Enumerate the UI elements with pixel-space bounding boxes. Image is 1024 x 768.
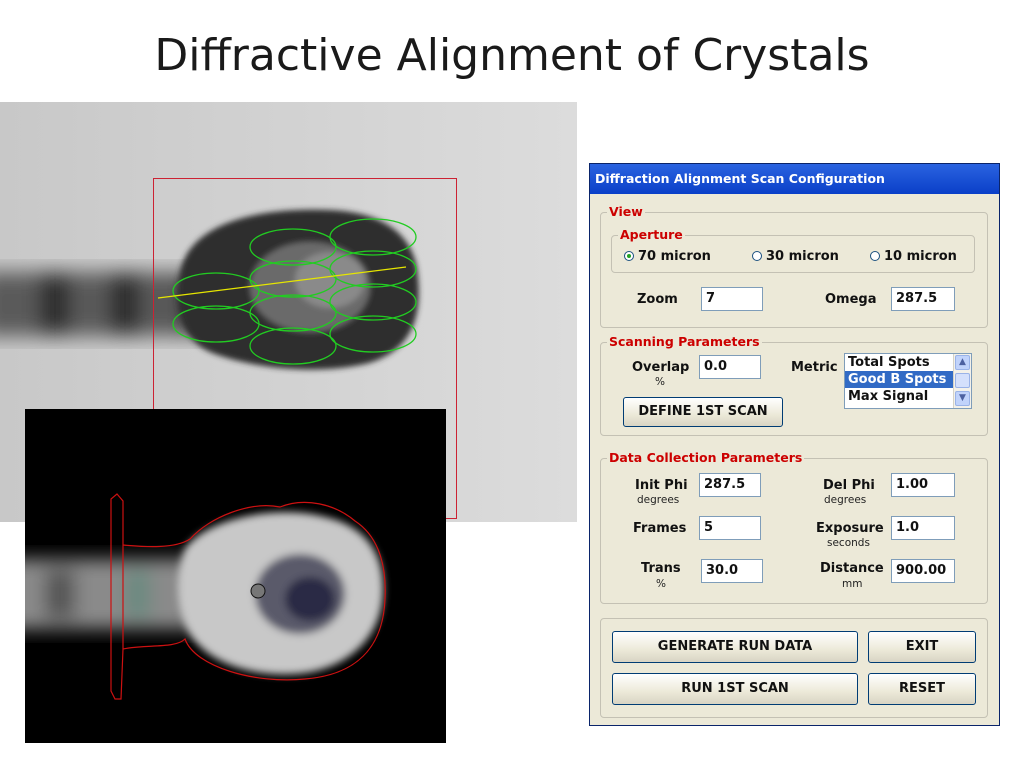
metric-option[interactable]: Total Spots — [848, 355, 930, 370]
metric-label: Metric — [791, 360, 838, 375]
zoom-input[interactable]: 7 — [701, 287, 763, 311]
distance-input[interactable]: 900.00 — [891, 559, 955, 583]
init-phi-input[interactable]: 287.5 — [699, 473, 761, 497]
view-legend: View — [607, 204, 645, 220]
del-phi-input[interactable]: 1.00 — [891, 473, 955, 497]
exposure-label: Exposure — [816, 521, 884, 536]
metric-option-selected[interactable]: Good B Spots — [845, 371, 955, 388]
metric-listbox[interactable]: Total Spots Good B Spots Max Signal ▲ ▼ — [844, 353, 972, 409]
crystal-scan-image — [0, 102, 577, 522]
metric-scrollbar[interactable]: ▲ ▼ — [953, 354, 971, 408]
init-phi-label: Init Phi — [635, 478, 688, 493]
scroll-thumb[interactable] — [955, 373, 970, 388]
scroll-down-icon[interactable]: ▼ — [955, 391, 970, 406]
distance-label: Distance — [820, 561, 884, 576]
aperture-radio-70[interactable]: 70 micron — [624, 249, 711, 265]
frames-input[interactable]: 5 — [699, 516, 761, 540]
reset-button[interactable]: RESET — [868, 673, 976, 705]
data-collection-group: Data Collection Parameters Init Phi degr… — [600, 450, 988, 604]
crystal-loop-image — [25, 409, 446, 743]
exposure-input[interactable]: 1.0 — [891, 516, 955, 540]
frames-label: Frames — [633, 521, 687, 536]
aperture-radio-10[interactable]: 10 micron — [870, 249, 957, 265]
run-first-scan-button[interactable]: RUN 1ST SCAN — [612, 673, 858, 705]
scan-config-dialog: Diffraction Alignment Scan Configuration… — [589, 163, 1000, 726]
overlap-unit: % — [655, 376, 665, 388]
scroll-up-icon[interactable]: ▲ — [955, 355, 970, 370]
generate-run-data-button[interactable]: GENERATE RUN DATA — [612, 631, 858, 663]
del-phi-unit: degrees — [824, 494, 867, 506]
radio-selected-icon — [624, 251, 634, 261]
slide-title: Diffractive Alignment of Crystals — [154, 30, 870, 81]
trans-label: Trans — [641, 561, 681, 576]
actions-group — [600, 618, 988, 718]
metric-option[interactable]: Max Signal — [848, 389, 929, 404]
exit-button[interactable]: EXIT — [868, 631, 976, 663]
del-phi-label: Del Phi — [823, 478, 875, 493]
radio-icon — [870, 251, 880, 261]
data-collection-legend: Data Collection Parameters — [607, 450, 805, 466]
aperture-legend: Aperture — [618, 227, 685, 243]
trans-input[interactable]: 30.0 — [701, 559, 763, 583]
aperture-radio-30[interactable]: 30 micron — [752, 249, 839, 265]
trans-unit: % — [656, 578, 666, 590]
overlap-input[interactable]: 0.0 — [699, 355, 761, 379]
exposure-unit: seconds — [827, 537, 870, 549]
init-phi-unit: degrees — [637, 494, 680, 506]
distance-unit: mm — [842, 578, 863, 590]
define-first-scan-button[interactable]: DEFINE 1ST SCAN — [623, 397, 783, 427]
zoom-label: Zoom — [637, 292, 678, 307]
dialog-titlebar: Diffraction Alignment Scan Configuration — [590, 164, 999, 194]
omega-input[interactable]: 287.5 — [891, 287, 955, 311]
overlap-label: Overlap — [632, 360, 690, 375]
omega-label: Omega — [825, 292, 877, 307]
scanning-group: Scanning Parameters Overlap % 0.0 Metric… — [600, 334, 988, 436]
radio-icon — [752, 251, 762, 261]
view-group: View Aperture 70 micron 30 micron 10 mic… — [600, 204, 988, 328]
aperture-group: Aperture 70 micron 30 micron 10 micron — [611, 227, 975, 273]
scanning-legend: Scanning Parameters — [607, 334, 762, 350]
